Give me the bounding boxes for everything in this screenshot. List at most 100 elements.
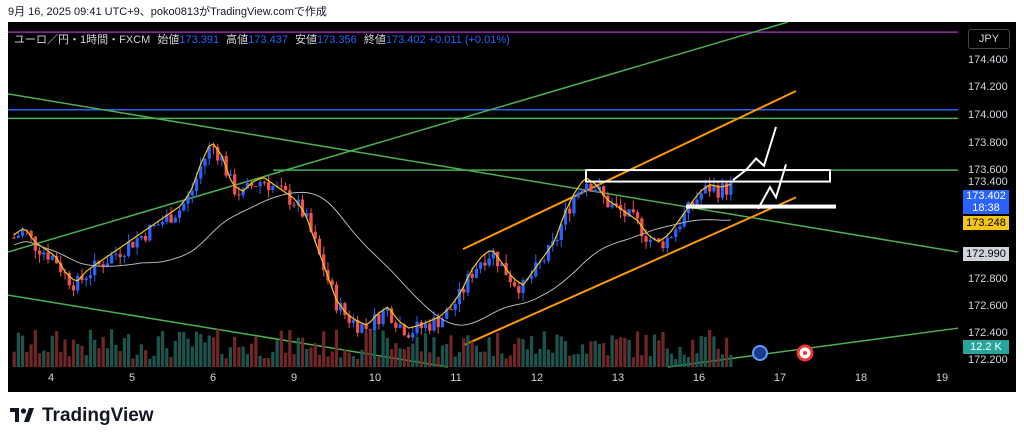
currency-button[interactable]: JPY: [968, 29, 1010, 49]
candle-body: [54, 256, 59, 264]
candle-body: [423, 323, 428, 328]
candle-body: [292, 204, 296, 206]
candle-body: [46, 252, 50, 260]
volume-bar: [572, 354, 576, 367]
volume-bar: [300, 337, 305, 367]
x-tick-label: 4: [47, 372, 55, 384]
volume-bar: [716, 348, 720, 367]
candle-body: [347, 315, 351, 323]
candle-body: [254, 186, 258, 188]
candle-body: [114, 254, 118, 256]
volume-bar: [88, 329, 93, 367]
candle-body: [50, 256, 54, 260]
candle-body: [402, 324, 406, 336]
candle-body: [118, 254, 122, 257]
volume-bar: [512, 344, 517, 367]
x-tick-label: 19: [935, 372, 949, 384]
low-value: 173.356: [317, 34, 357, 46]
volume-bar: [440, 345, 445, 367]
candle-body: [152, 224, 156, 226]
candle-body: [186, 195, 190, 204]
candle-body: [373, 314, 377, 331]
candle-body: [245, 183, 250, 189]
candle-body: [517, 286, 521, 294]
candle-body: [16, 235, 20, 238]
candle-body: [648, 239, 652, 242]
candle-body: [576, 192, 580, 198]
candle-body: [495, 251, 500, 267]
volume-bar: [334, 329, 339, 367]
candle-body: [512, 282, 517, 287]
candle-body: [428, 323, 432, 331]
x-tick-label: 13: [611, 372, 625, 384]
candle-body: [389, 308, 394, 323]
high-label: 高値: [226, 34, 249, 46]
candle-body: [508, 275, 512, 283]
x-tick-label: 5: [128, 372, 136, 384]
candle-body: [470, 273, 474, 278]
volume-bar: [398, 348, 402, 367]
ohlc-legend: ユーロ／円・1時間・FXCM 始値173.391 高値173.437 安値173…: [14, 31, 510, 47]
y-tick-label: 174.200: [968, 81, 1008, 93]
volume-bar: [37, 353, 42, 367]
volume-bar: [686, 356, 691, 367]
volume-bar: [534, 353, 538, 367]
candle-body: [529, 276, 534, 279]
volume-bar: [169, 356, 173, 367]
moving-average-short: [13, 143, 732, 329]
x-tick-label: 16: [692, 372, 706, 384]
event-marker-icon: [752, 345, 768, 361]
volume-bar: [228, 347, 233, 367]
tradingview-brand[interactable]: TradingView: [10, 405, 154, 427]
candle-body: [627, 209, 631, 217]
volume-bar: [343, 349, 347, 367]
candle-body: [631, 209, 635, 213]
candle-body: [712, 185, 716, 192]
chart-area[interactable]: [8, 22, 1016, 392]
volume-bar: [322, 331, 326, 367]
candle-body: [169, 214, 173, 223]
candle-body: [669, 237, 674, 239]
last-price-value: 173.402: [966, 190, 1006, 202]
volume-bar: [93, 339, 97, 367]
candle-body: [436, 317, 440, 328]
candle-body: [674, 229, 678, 238]
candle-body: [445, 309, 449, 319]
candle-body: [589, 183, 593, 192]
candle-body: [542, 260, 546, 262]
candle-body: [415, 322, 419, 334]
candle-body: [462, 288, 466, 293]
volume-bar: [186, 338, 190, 367]
volume-bar: [330, 351, 334, 367]
candle-body: [250, 183, 254, 187]
y-tick-label: 174.000: [968, 109, 1008, 121]
volume-bar: [691, 339, 695, 367]
volume-bar: [266, 358, 271, 367]
volume-bar: [453, 356, 457, 367]
volume-bar: [487, 337, 491, 367]
volume-bar: [470, 341, 474, 367]
candle-body: [42, 252, 46, 255]
volume-bar: [122, 338, 127, 367]
volume-bar: [563, 341, 568, 367]
volume-bar: [29, 344, 33, 367]
volume-bar: [381, 330, 385, 367]
volume-bar: [279, 330, 283, 367]
candle-body: [360, 323, 364, 333]
last-price-badge: 173.402 18:38: [963, 190, 1009, 214]
y-tick-label: 172.200: [968, 354, 1008, 366]
volume-bar: [241, 346, 245, 367]
volume-bar: [224, 358, 228, 367]
volume-bar: [436, 356, 440, 367]
volume-bar: [602, 343, 606, 367]
volume-bar: [347, 352, 351, 367]
volume-bar: [67, 356, 71, 367]
volume-bar: [199, 334, 203, 367]
candle-body: [695, 199, 699, 206]
y-tick-label: 172.800: [968, 273, 1008, 285]
volume-bar: [576, 354, 580, 367]
candle-body: [716, 185, 720, 198]
volume-bar: [508, 355, 512, 367]
candle-body: [703, 185, 708, 194]
candle-body: [563, 208, 568, 225]
